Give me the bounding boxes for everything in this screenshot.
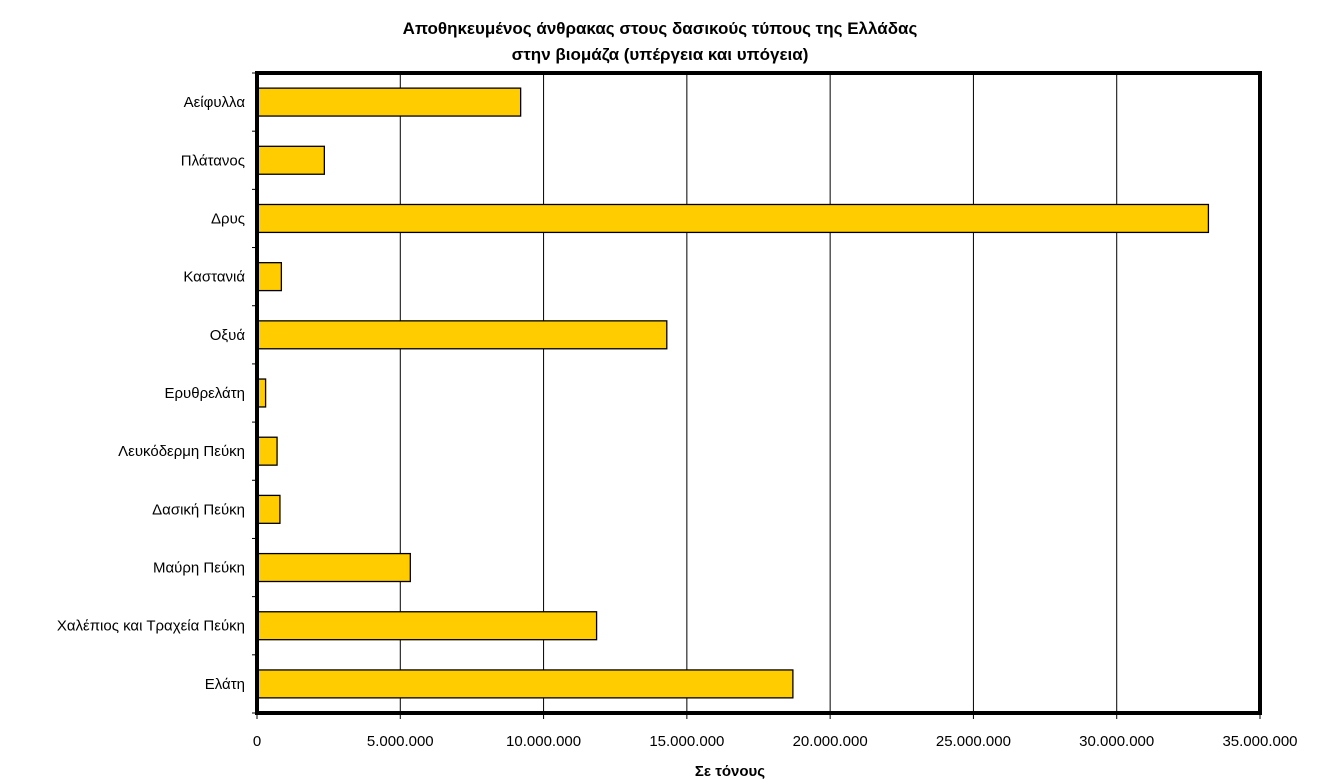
category-label: Αείφυλλα bbox=[184, 94, 246, 111]
x-tick-label: 15.000.000 bbox=[649, 733, 724, 750]
category-label: Δασική Πεύκη bbox=[152, 501, 245, 518]
bar bbox=[256, 203, 1210, 234]
category-label: Δρυς bbox=[211, 210, 245, 227]
gridlines bbox=[399, 73, 1118, 713]
bar bbox=[256, 611, 598, 641]
chart-title-line-1: Αποθηκευμένος άνθρακας στους δασικούς τύ… bbox=[403, 19, 918, 38]
bar bbox=[256, 262, 283, 292]
x-tick-label: 5.000.000 bbox=[367, 733, 434, 750]
category-label: Καστανιά bbox=[183, 269, 245, 286]
bars bbox=[256, 87, 1210, 699]
category-label: Οξυά bbox=[210, 327, 246, 344]
x-tick-label: 0 bbox=[253, 733, 261, 750]
bar bbox=[256, 145, 325, 175]
bar bbox=[256, 87, 522, 117]
x-axis-title: Σε τόνους bbox=[695, 763, 765, 780]
x-tick-label: 30.000.000 bbox=[1079, 733, 1154, 750]
x-tick-label: 10.000.000 bbox=[506, 733, 581, 750]
bar bbox=[256, 552, 411, 583]
bar bbox=[256, 669, 794, 699]
x-tick-label: 25.000.000 bbox=[936, 733, 1011, 750]
bar bbox=[256, 436, 278, 466]
category-label: Λευκόδερμη Πεύκη bbox=[118, 443, 245, 460]
bar bbox=[256, 494, 281, 524]
category-labels: Αείφυλλα Πλάτανος Δρυς Καστανιά Οξυά Ερυθρελά… bbox=[57, 94, 246, 693]
x-tick-label: 20.000.000 bbox=[793, 733, 868, 750]
x-tick-label: 35.000.000 bbox=[1222, 733, 1297, 750]
chart-title-line-2: στην βιομάζα (υπέργεια και υπόγεια) bbox=[512, 45, 809, 64]
category-label: Ελάτη bbox=[205, 676, 245, 693]
category-label: Μαύρη Πεύκη bbox=[153, 560, 245, 577]
category-label: Ερυθρελάτη bbox=[164, 385, 245, 402]
category-label: Πλάτανος bbox=[181, 152, 245, 169]
bar bbox=[256, 320, 668, 350]
category-label: Χαλέπιος και Τραχεία Πεύκη bbox=[57, 618, 245, 635]
x-axis-ticks: 0 5.000.000 10.000.000 15.000.000 20.000.000… bbox=[252, 72, 1298, 750]
